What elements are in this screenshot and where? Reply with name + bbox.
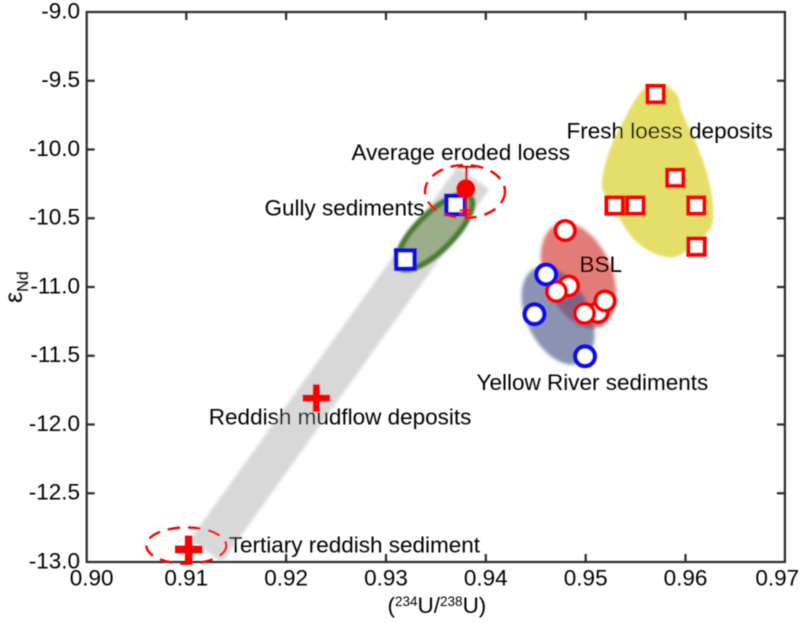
svg-text:0.93: 0.93 [364, 566, 408, 591]
svg-text:BSL: BSL [580, 252, 623, 277]
svg-text:Average eroded loess: Average eroded loess [352, 140, 571, 165]
svg-text:0.97: 0.97 [755, 566, 799, 591]
svg-text:Reddish mudflow deposits: Reddish mudflow deposits [209, 404, 472, 429]
svg-text:-10.5: -10.5 [29, 205, 80, 230]
svg-text:-13.0: -13.0 [29, 548, 80, 573]
svg-text:0.92: 0.92 [264, 566, 308, 591]
svg-text:0.90: 0.90 [70, 566, 114, 591]
svg-text:0.95: 0.95 [564, 566, 608, 591]
svg-text:0.91: 0.91 [164, 566, 208, 591]
svg-text:-12.0: -12.0 [29, 411, 80, 436]
svg-text:-12.5: -12.5 [29, 480, 80, 505]
svg-text:-9.5: -9.5 [41, 67, 80, 92]
svg-text:0.94: 0.94 [464, 566, 508, 591]
svg-text:0.96: 0.96 [664, 566, 708, 591]
svg-text:Tertiary reddish sediment: Tertiary reddish sediment [229, 533, 481, 558]
svg-text:-10.0: -10.0 [29, 136, 80, 161]
svg-text:-11.5: -11.5 [30, 342, 80, 367]
svg-text:-9.0: -9.0 [41, 0, 80, 23]
svg-text:Gully sediments: Gully sediments [265, 196, 425, 221]
svg-text:Yellow River sediments: Yellow River sediments [477, 370, 709, 395]
svg-text:Fresh loess deposits: Fresh loess deposits [567, 119, 773, 144]
svg-text:-11.0: -11.0 [30, 273, 80, 298]
